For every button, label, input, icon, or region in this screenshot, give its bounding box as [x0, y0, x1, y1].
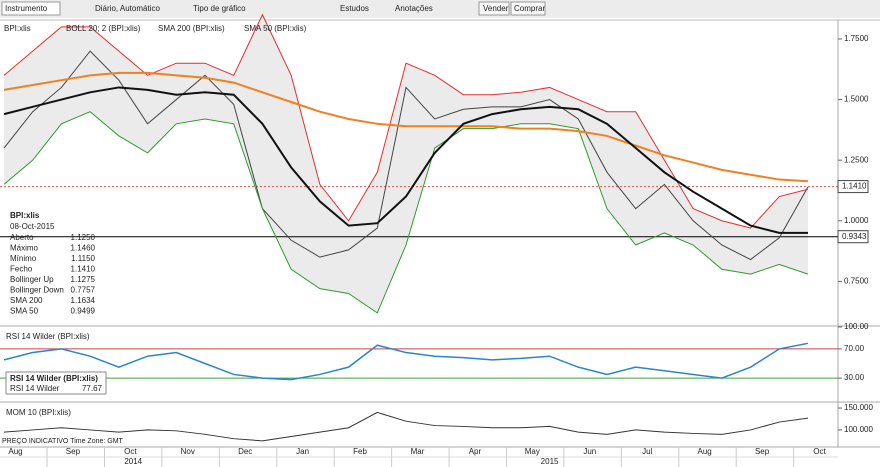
- year-label: 2014: [124, 457, 142, 466]
- buy-button[interactable]: [510, 1, 546, 16]
- chart-type-menu[interactable]: Tipo de gráfico: [193, 4, 246, 13]
- y-tick-label: 100.000: [844, 425, 873, 434]
- rsi-box-title: RSI 14 Wilder (BPI:xlis): [10, 374, 98, 383]
- y-tick-label: 1.2500: [844, 155, 869, 164]
- info-value: 0.9499: [71, 307, 96, 316]
- x-tick-label: Feb: [353, 447, 367, 456]
- sell-button[interactable]: [478, 1, 510, 16]
- x-tick-label: May: [525, 447, 540, 456]
- period-menu[interactable]: Diário, Automático: [95, 4, 160, 13]
- info-value: 1.1634: [71, 296, 96, 305]
- rsi-box-label: RSI 14 Wilder: [10, 384, 60, 393]
- info-value: 1.1250: [71, 233, 96, 242]
- toolbar: [0, 0, 880, 18]
- info-label: Máximo: [10, 244, 39, 253]
- price-tag: [837, 180, 869, 194]
- x-tick-label: Sep: [755, 447, 770, 456]
- sell-label[interactable]: Vender: [483, 4, 509, 13]
- info-value: 1.1150: [71, 254, 95, 263]
- series-line: [3, 342, 809, 381]
- info-title: BPI:xlis: [10, 211, 40, 220]
- y-tick-label: 30.00: [844, 373, 865, 382]
- x-tick-label: Jun: [583, 447, 596, 456]
- rsi-box: [5, 371, 107, 395]
- x-tick-label: Oct: [813, 447, 826, 456]
- buy-label[interactable]: Comprar: [514, 4, 545, 13]
- x-tick-label: Aug: [698, 447, 712, 456]
- y-tick-label: 1.0000: [844, 216, 869, 225]
- annotations-menu[interactable]: Anotações: [395, 4, 433, 13]
- x-tick-label: Jul: [642, 447, 652, 456]
- rsi-box-value: 77.67: [82, 384, 103, 393]
- series-line: [3, 411, 809, 442]
- info-label: Aberto: [10, 233, 34, 242]
- y-tick-label: 1.5000: [844, 95, 869, 104]
- info-label: SMA 50: [10, 307, 39, 316]
- studies-menu[interactable]: Estudos: [340, 4, 369, 13]
- x-tick-label: Mar: [411, 447, 425, 456]
- x-tick-label: Dec: [238, 447, 252, 456]
- x-tick-label: Nov: [181, 447, 195, 456]
- series-line: [3, 50, 809, 261]
- band-fill: [4, 14, 808, 313]
- series-line: [3, 71, 809, 183]
- instrument-input[interactable]: [1, 1, 61, 16]
- footer: PREÇO INDICATIVO Time Zone: GMT: [2, 438, 124, 445]
- year-label: 2015: [541, 457, 559, 466]
- series-line: [3, 86, 808, 234]
- info-date: 08-Oct-2015: [10, 222, 55, 231]
- x-tick-label: Jan: [296, 447, 309, 456]
- x-tick-label: Apr: [469, 447, 482, 456]
- series-line: [3, 13, 809, 229]
- x-tick-label: Aug: [8, 447, 22, 456]
- y-tick-label: 0.7500: [844, 276, 869, 285]
- info-value: 1.1460: [71, 244, 96, 253]
- price-tag-label: 1.1410: [842, 182, 867, 191]
- info-label: SMA 200: [10, 296, 43, 305]
- legend-item[interactable]: BOLL 20; 2 (BPI:xlis): [66, 24, 141, 33]
- info-value: 1.1275: [71, 275, 96, 284]
- info-label: Bollinger Down: [10, 286, 64, 295]
- price-tag: [837, 230, 869, 244]
- panel-title: RSI 14 Wilder (BPI:xlis): [6, 332, 90, 341]
- y-tick-label: 1.7500: [844, 34, 869, 43]
- panel-title: MOM 10 (BPI:xlis): [6, 408, 71, 417]
- info-value: 0.7757: [71, 286, 96, 295]
- y-tick-label: 150.000: [844, 403, 873, 412]
- info-value: 1.1410: [71, 265, 96, 274]
- legend-item[interactable]: SMA 50 (BPI:xlis): [244, 24, 307, 33]
- x-tick-label: Oct: [124, 447, 137, 456]
- series-line: [3, 111, 809, 314]
- info-label: Fecho: [10, 265, 33, 274]
- legend-item[interactable]: SMA 200 (BPI:xlis): [158, 24, 225, 33]
- y-tick-label: 70.00: [844, 344, 865, 353]
- price-tag-label: 0.9343: [842, 232, 867, 241]
- info-label: Bollinger Up: [10, 275, 54, 284]
- x-tick-label: Sep: [66, 447, 81, 456]
- info-label: Mínimo: [10, 254, 37, 263]
- y-tick-label: 100.00: [844, 322, 869, 331]
- info-box: BPI:xlis 08-Oct-2015 Aberto 1.1250 Máximo 1…: [10, 211, 96, 316]
- legend-item[interactable]: BPI:xlis: [4, 24, 31, 33]
- instrument-label[interactable]: Instrumento: [5, 4, 48, 13]
